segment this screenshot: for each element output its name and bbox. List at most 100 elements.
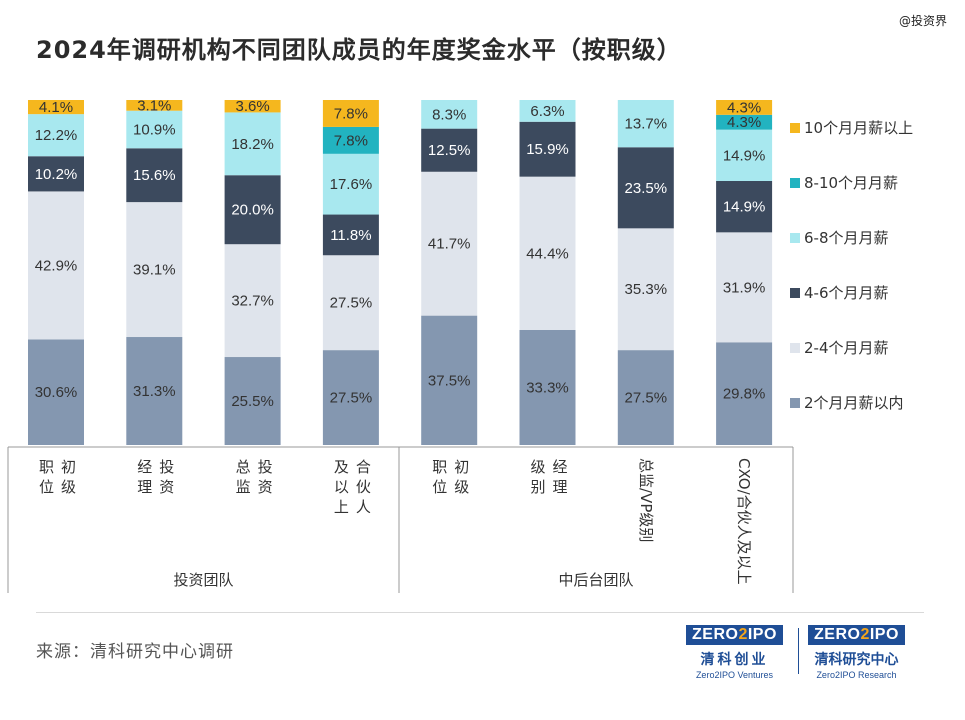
bar-segment [126, 110, 183, 149]
data-label: 25.5% [231, 393, 274, 410]
bar-segment [224, 100, 281, 113]
logo-cn-text: 清科创业 [700, 652, 769, 668]
bar-segment [224, 244, 281, 358]
data-label: 3.1% [137, 97, 171, 114]
bar-segment [224, 112, 281, 176]
legend-swatch [790, 288, 800, 298]
data-label: 4.3% [727, 99, 761, 116]
bar-segment [519, 121, 576, 177]
bar-segment [421, 100, 478, 129]
data-label: 41.7% [428, 236, 471, 253]
logo-box: ZERO2IPO [686, 625, 783, 645]
bar-segment [716, 129, 773, 181]
bar-segment [28, 339, 84, 445]
bar-segment [617, 100, 674, 148]
data-label: 15.6% [133, 167, 176, 184]
data-label: 33.3% [526, 380, 569, 397]
logo-cn-text: 清科研究中心 [814, 652, 899, 668]
data-label: 30.6% [35, 384, 78, 401]
bar-segment [617, 147, 674, 229]
data-label: 37.5% [428, 372, 471, 389]
legend-label: 4-6个月月薪 [804, 284, 889, 302]
bar-segment [322, 255, 379, 351]
stacked-bar-chart: 30.6% 42.9% 10.2% 12.2% 4.1% 31.3% 39.1% 15.6% 1… [7, 97, 913, 593]
data-label: 27.5% [330, 390, 373, 407]
bar-segment [617, 228, 674, 351]
bar-segment [519, 330, 576, 445]
logo-box: ZERO2IPO [808, 625, 905, 645]
bar-segment [421, 171, 478, 316]
bar-segment [322, 126, 379, 154]
bar-segment [716, 114, 773, 130]
logo-en-text: Zero2IPO Ventures [695, 670, 773, 680]
source-note: 来源：清科研究中心调研 [36, 642, 234, 662]
bar-segment [126, 100, 183, 111]
data-label: 35.3% [625, 281, 668, 298]
bar-segment [421, 315, 478, 445]
legend-label: 8-10个月月薪 [804, 174, 898, 192]
data-label: 8.3% [432, 106, 466, 123]
data-label: 18.2% [231, 136, 274, 153]
legend-label: 10个月月薪以上 [804, 119, 913, 137]
data-label: 12.5% [428, 142, 471, 159]
chart-title: 2024年调研机构不同团队成员的年度奖金水平（按职级） [36, 36, 682, 64]
category-label: CXO/合伙人及以上 [735, 458, 753, 585]
bar-segment [126, 337, 183, 445]
data-label: 3.6% [235, 98, 269, 115]
category-label: 及合以 伙上人 [334, 458, 371, 516]
category-label: 职初位级 [39, 458, 76, 496]
bar-segment [519, 176, 576, 330]
watermark: @投资界 [898, 14, 947, 28]
category-label: 总投监资 [236, 458, 273, 496]
data-label: 32.7% [231, 293, 274, 310]
category-label: 级经别理 [531, 458, 568, 496]
bar-segment [421, 128, 478, 172]
bar-segment [322, 100, 379, 127]
data-label: 39.1% [133, 262, 176, 279]
category-label: 经投理资 [137, 458, 174, 496]
logo-zero2ipo-ventures: ZERO2IPO 清科创业 Zero2IPO Ventures [686, 624, 783, 680]
data-label: 44.4% [526, 245, 569, 262]
bar-segment [28, 114, 84, 157]
legend-label: 2个月月薪以内 [804, 394, 904, 412]
bar-segment [28, 100, 84, 115]
data-label: 14.9% [723, 199, 766, 216]
logo-zero2ipo-research: ZERO2IPO 清科研究中心 Zero2IPO Research [808, 624, 905, 680]
data-label: 10.9% [133, 121, 176, 138]
data-label: 14.9% [723, 147, 766, 164]
data-label: 42.9% [35, 257, 78, 274]
data-label: 6.3% [530, 103, 564, 120]
category-label: 总监/VP级别 [637, 458, 655, 542]
bar-segment [28, 156, 84, 192]
legend-label: 2-4个月月薪 [804, 339, 889, 357]
legend-swatch [790, 178, 800, 188]
data-label: 31.9% [723, 279, 766, 296]
data-label: 27.5% [330, 295, 373, 312]
bar-segment [716, 180, 773, 233]
data-label: 12.2% [35, 127, 78, 144]
legend-label: 6-8个月月薪 [804, 229, 889, 247]
bar-segment [126, 202, 183, 338]
group-label: 投资团队 [173, 571, 233, 589]
data-label: 31.3% [133, 383, 176, 400]
data-label: 11.8% [330, 227, 371, 244]
bar-segment [28, 191, 84, 340]
data-label: 23.5% [625, 180, 668, 197]
legend-swatch [790, 398, 800, 408]
bar-segment [322, 214, 379, 256]
bar-segment [617, 350, 674, 445]
data-label: 15.9% [526, 141, 569, 158]
data-label: 4.1% [39, 99, 73, 116]
bar-segment [224, 357, 281, 445]
logo-separator [798, 628, 799, 674]
bar-segment [519, 100, 576, 122]
bar-segment [716, 100, 773, 115]
divider [36, 612, 924, 613]
data-label: 27.5% [625, 390, 668, 407]
logo-en-text: Zero2IPO Research [816, 670, 897, 680]
data-label: 4.3% [727, 114, 761, 131]
legend-swatch [790, 343, 800, 353]
bar-segment [716, 232, 773, 343]
legend-swatch [790, 123, 800, 133]
bar-segment [322, 350, 379, 445]
